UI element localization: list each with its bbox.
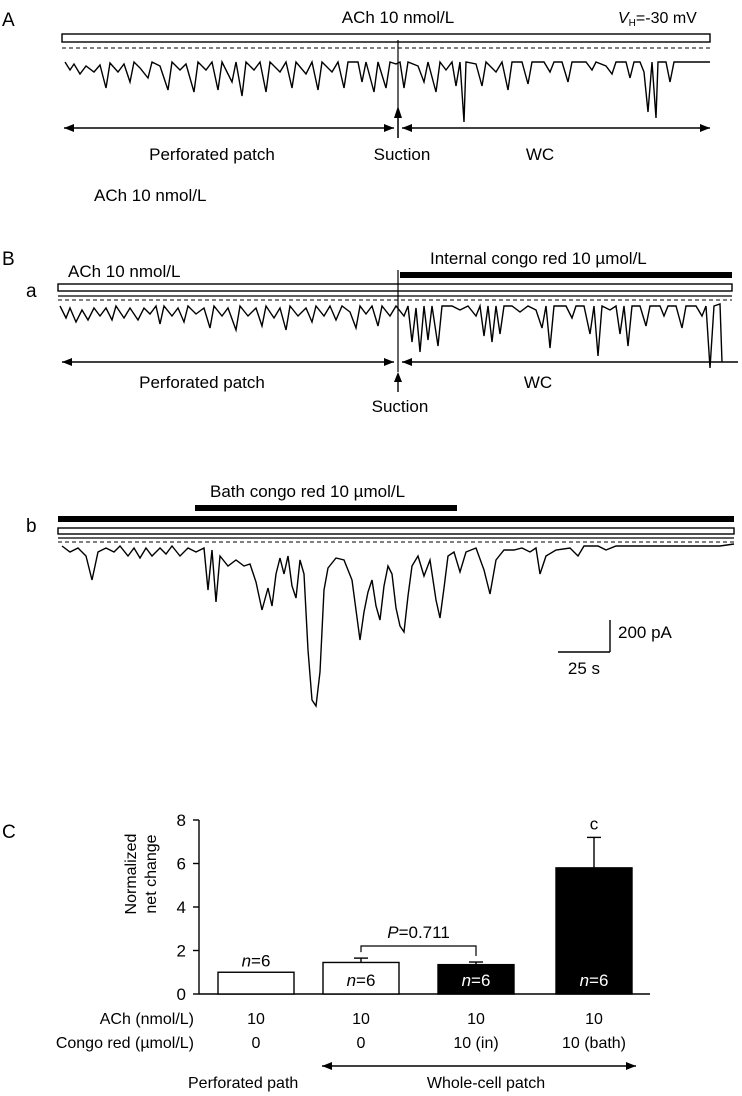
panel-bb-letter: b xyxy=(26,516,37,537)
vh-label: VH=-30 mV xyxy=(618,10,697,29)
ach-application-bar xyxy=(57,527,735,535)
arrowhead-right xyxy=(700,124,710,132)
panel-c-bar-chart: C Normalized net change 0 2 4 6 8 n=6 n=6 n=6 n… xyxy=(2,811,650,1092)
arrowhead-left xyxy=(402,358,412,366)
ach-application-bar xyxy=(61,33,711,43)
vh-subscript: H xyxy=(629,18,636,29)
vh-symbol: V xyxy=(618,10,630,27)
panel-a-right-phase: WC xyxy=(526,145,554,164)
panel-a-suction-label: Suction xyxy=(374,145,431,164)
panel-ba-right-phase: WC xyxy=(524,373,552,392)
y-tick-label: 2 xyxy=(177,942,186,961)
panel-ba-left-phase: Perforated patch xyxy=(139,373,265,392)
ach-value: 10 xyxy=(352,1011,370,1028)
arrowhead-right xyxy=(626,1062,636,1070)
bar xyxy=(555,867,633,995)
y-tick-label: 4 xyxy=(177,898,186,917)
internal-congo-red-bar xyxy=(58,516,734,522)
footer-whole-cell-label: Whole-cell patch xyxy=(427,1075,545,1092)
panel-a-ach-label: ACh 10 nmol/L xyxy=(342,8,454,27)
ach-value: 10 xyxy=(585,1011,603,1028)
comparison-bracket xyxy=(360,945,477,957)
ach-value: 10 xyxy=(247,1011,265,1028)
n-label: n=6 xyxy=(242,951,271,970)
bath-congo-red-bar xyxy=(195,505,457,511)
congo-red-value: 0 xyxy=(357,1035,366,1052)
panel-ba-letter: a xyxy=(26,281,37,302)
vh-value: =-30 mV xyxy=(636,10,697,27)
y-tick-label: 0 xyxy=(177,985,186,1004)
n-label: n=6 xyxy=(347,971,376,990)
y-tick-label: 8 xyxy=(177,811,186,830)
n-label: n=6 xyxy=(462,971,491,990)
current-trace xyxy=(64,59,710,123)
arrowhead-right xyxy=(384,124,394,132)
panel-b: B a ACh 10 nmol/L Internal congo red 10 … xyxy=(2,249,738,708)
suction-arrowhead xyxy=(394,106,402,118)
arrowhead-left xyxy=(62,358,72,366)
congo-red-value: 0 xyxy=(252,1035,261,1052)
y-tick-label: 6 xyxy=(177,855,186,874)
arrowhead-right xyxy=(384,358,394,366)
panel-a-note: ACh 10 nmol/L xyxy=(94,186,206,205)
y-axis-label-line1: Normalized xyxy=(123,834,140,915)
panel-a-letter: A xyxy=(2,10,15,31)
ach-application-bar xyxy=(57,283,733,292)
panel-ba-internal-label: Internal congo red 10 µmol/L xyxy=(430,249,647,268)
panel-ba-suction-label: Suction xyxy=(372,397,429,416)
panel-bb-bath-label: Bath congo red 10 µmol/L xyxy=(210,482,405,501)
ach-value: 10 xyxy=(467,1011,485,1028)
current-trace xyxy=(61,543,735,708)
arrowhead-left xyxy=(64,124,74,132)
row-label-ach: ACh (nmol/L) xyxy=(100,1011,194,1028)
y-axis-label-line2: net change xyxy=(143,834,160,913)
n-label: n=6 xyxy=(580,971,609,990)
suction-arrowhead xyxy=(394,372,402,382)
footer-perforated-label: Perforated path xyxy=(188,1075,298,1092)
arrowhead-left xyxy=(322,1062,332,1070)
congo-red-value: 10 (bath) xyxy=(562,1035,626,1052)
arrowhead-left xyxy=(402,124,412,132)
internal-congo-red-bar xyxy=(400,272,732,278)
panel-a: A ACh 10 nmol/L VH=-30 mV Perforated pat… xyxy=(2,8,711,205)
panel-b-letter: B xyxy=(2,249,15,270)
bar xyxy=(217,971,295,995)
row-label-congo-red: Congo red (µmol/L) xyxy=(56,1035,194,1052)
p-value-label: P=0.711 xyxy=(387,923,450,942)
significance-letter: c xyxy=(590,814,599,833)
congo-red-value: 10 (in) xyxy=(453,1035,498,1052)
panel-c-letter: C xyxy=(2,822,16,843)
current-trace xyxy=(59,303,723,369)
scale-current-label: 200 pA xyxy=(618,623,673,642)
scale-time-label: 25 s xyxy=(568,659,600,678)
panel-a-left-phase: Perforated patch xyxy=(149,145,275,164)
bar xyxy=(322,961,400,995)
panel-ba-ach-label: ACh 10 nmol/L xyxy=(68,262,180,281)
